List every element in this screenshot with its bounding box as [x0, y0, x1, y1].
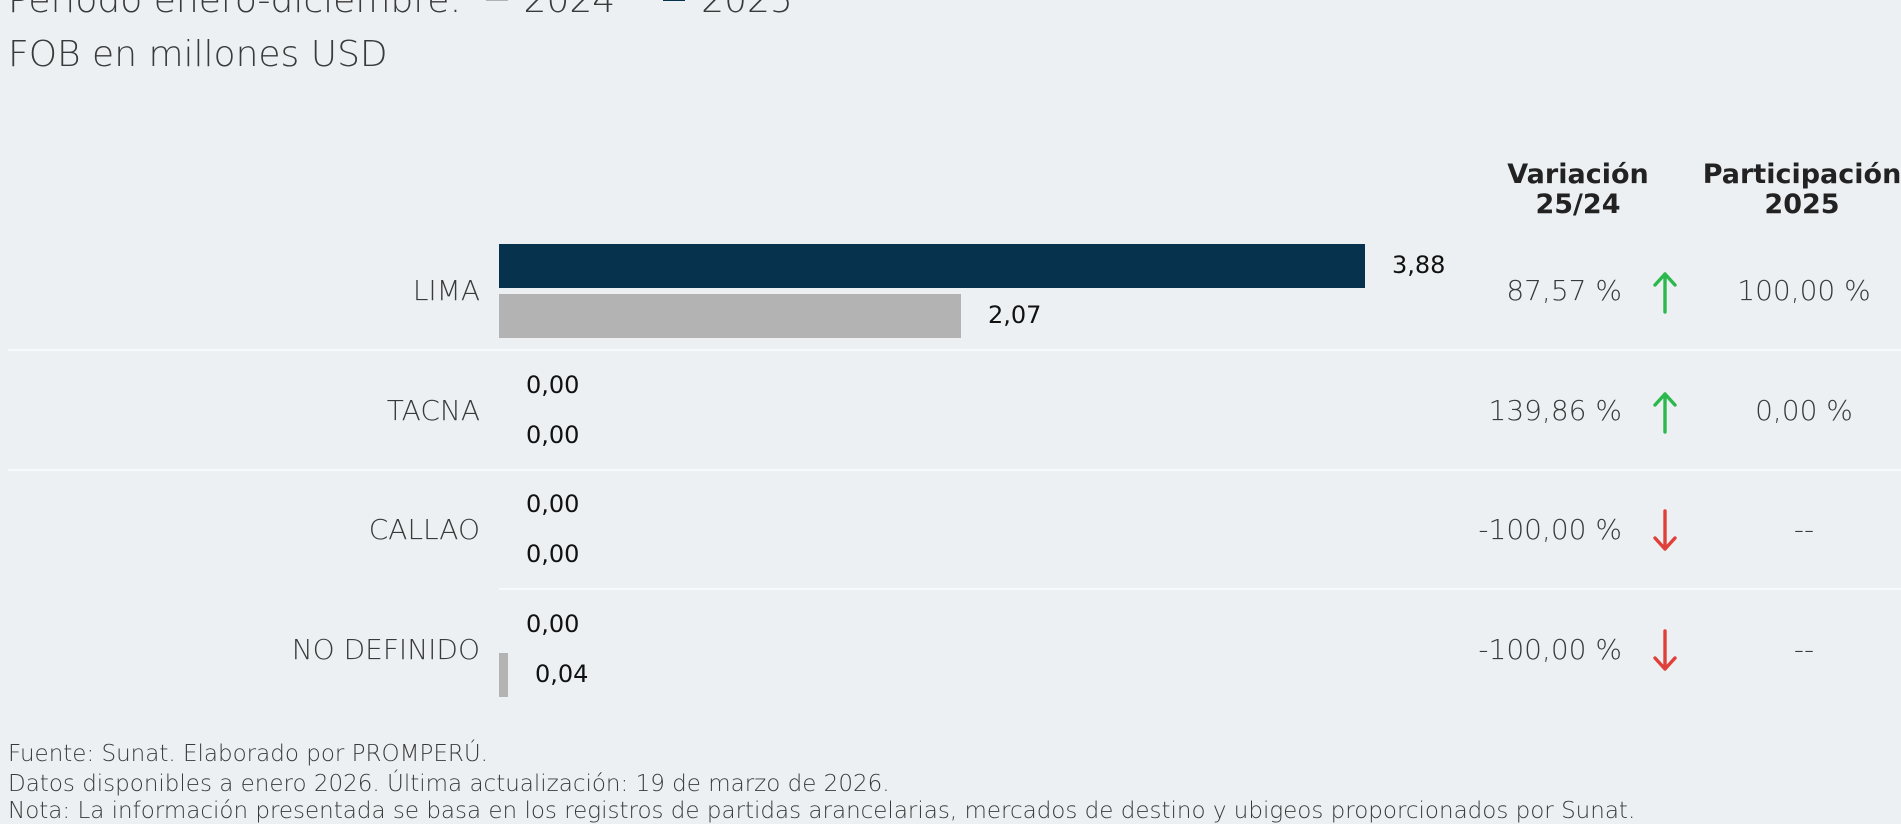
- bar-2025-lima: [499, 244, 1365, 288]
- footer-note: Nota: La información presentada se basa …: [8, 798, 1635, 824]
- bar-2024-lima: [499, 294, 961, 338]
- variation-value-lima: 87,57 %: [1462, 274, 1622, 307]
- legend-label-2024: 2024: [524, 0, 616, 21]
- participation-value-callao: --: [1704, 513, 1901, 546]
- column-header-participation-line1: Participación: [1702, 160, 1901, 190]
- value-label-2024-lima: 2,07: [988, 301, 1041, 329]
- row-label-tacna: TACNA: [10, 394, 480, 427]
- participation-value-no-definido: --: [1704, 633, 1901, 666]
- value-label-2025-lima: 3,88: [1392, 251, 1445, 279]
- footer-update: Datos disponibles a enero 2026. Última a…: [8, 771, 890, 797]
- row-divider: [8, 469, 1901, 471]
- arrow-down-icon: [1647, 509, 1683, 553]
- participation-value-lima: 100,00 %: [1704, 274, 1901, 307]
- row-divider: [499, 588, 1901, 590]
- chart-subtitle: FOB en millones USD: [8, 34, 388, 75]
- value-label-2024-tacna: 0,00: [526, 421, 579, 449]
- value-label-2025-tacna: 0,00: [526, 371, 579, 399]
- legend-label-2025: 2025: [701, 0, 793, 21]
- participation-value-tacna: 0,00 %: [1704, 394, 1901, 427]
- arrow-up-icon: [1647, 270, 1683, 314]
- column-header-participation-line2: 2025: [1702, 190, 1901, 220]
- arrow-down-icon: [1647, 629, 1683, 673]
- row-label-no-definido: NO DEFINIDO: [10, 633, 480, 666]
- column-header-participation: Participación 2025: [1702, 160, 1901, 220]
- arrow-up-icon: [1647, 390, 1683, 434]
- value-label-2024-callao: 0,00: [526, 540, 579, 568]
- row-label-lima: LIMA: [10, 274, 480, 307]
- legend: Periodo enero-diciembre: 2024 2025: [8, 0, 817, 20]
- row-divider: [8, 349, 1901, 351]
- variation-value-tacna: 139,86 %: [1462, 394, 1622, 427]
- legend-swatch-2025: [663, 0, 685, 1]
- column-header-variation: Variación 25/24: [1478, 160, 1678, 220]
- value-label-2025-no-definido: 0,00: [526, 610, 579, 638]
- period-label: Periodo enero-diciembre:: [8, 0, 462, 21]
- value-label-2025-callao: 0,00: [526, 490, 579, 518]
- variation-value-callao: -100,00 %: [1462, 513, 1622, 546]
- footer-source: Fuente: Sunat. Elaborado por PROMPERÚ.: [8, 741, 488, 767]
- row-label-callao: CALLAO: [10, 513, 480, 546]
- value-label-2024-no-definido: 0,04: [535, 660, 588, 688]
- column-header-variation-line2: 25/24: [1478, 190, 1678, 220]
- column-header-variation-line1: Variación: [1478, 160, 1678, 190]
- bar-2024-no-definido: [499, 653, 508, 697]
- legend-swatch-2024: [486, 0, 508, 1]
- variation-value-no-definido: -100,00 %: [1462, 633, 1622, 666]
